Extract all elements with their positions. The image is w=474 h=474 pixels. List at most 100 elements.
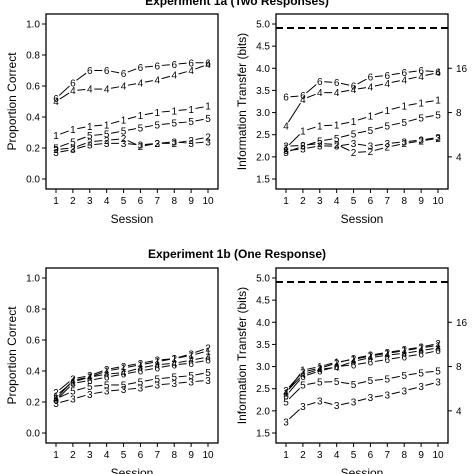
- point-label: 6: [283, 93, 289, 104]
- series-segment: [161, 75, 171, 80]
- point-label: 4: [351, 85, 357, 96]
- point-label: 6: [418, 350, 424, 361]
- point-label: 5: [385, 121, 391, 132]
- point-label: 5: [283, 148, 289, 159]
- point-label: 5: [418, 113, 424, 124]
- series-segment: [161, 141, 170, 144]
- series-segment: [425, 348, 434, 351]
- point-label: 2: [205, 133, 211, 144]
- point-label: 6: [138, 367, 144, 378]
- x-tick-label: 8: [401, 196, 407, 207]
- series-segment: [94, 374, 103, 377]
- point-label: 1: [300, 127, 306, 138]
- point-label: 3: [70, 145, 76, 156]
- point-label: 6: [385, 355, 391, 366]
- series-segment: [340, 359, 350, 363]
- x-tick-label: 9: [418, 196, 424, 207]
- point-label: 1: [188, 351, 194, 362]
- series-segment: [111, 368, 120, 371]
- point-label: 2: [435, 134, 441, 145]
- series-segment: [60, 142, 69, 147]
- point-label: 1: [418, 98, 424, 109]
- x-tick-label: 4: [104, 196, 110, 207]
- point-label: 4: [188, 66, 194, 77]
- series-segment: [391, 353, 400, 356]
- point-label: 4: [121, 368, 127, 379]
- point-label: 3: [385, 390, 391, 401]
- point-label: 2: [87, 371, 93, 382]
- point-label: 3: [138, 140, 144, 151]
- point-label: 4: [205, 353, 211, 364]
- point-label: 1: [334, 358, 340, 369]
- chart-panel-top-left: 1 2 3 4 5 6 7 8 9 100.00.20.40.60.81.0SessionProp…: [5, 13, 219, 226]
- point-label: 4: [188, 356, 194, 367]
- point-label: 1: [368, 351, 374, 362]
- point-label: 2: [138, 359, 144, 370]
- series-segment: [425, 115, 434, 118]
- series-segment: [307, 371, 316, 376]
- y-tick-label: 0.0: [26, 429, 40, 440]
- point-label: 2: [155, 139, 161, 150]
- point-label: 2: [171, 139, 177, 150]
- series-segment: [94, 143, 103, 145]
- series-segment: [290, 95, 299, 98]
- point-label: 5: [155, 120, 161, 131]
- y-tick-label: 5.0: [256, 274, 270, 285]
- x-tick-label: 3: [87, 196, 93, 207]
- point-label: 6: [188, 359, 194, 370]
- point-label: 1: [317, 121, 323, 132]
- point-label: 5: [300, 381, 306, 392]
- series-segment: [144, 362, 153, 365]
- point-label: 6: [87, 376, 93, 387]
- point-label: 3: [188, 377, 194, 388]
- point-label: 3: [188, 139, 194, 150]
- x-tick-label: 3: [317, 196, 323, 207]
- series-segment: [408, 70, 417, 73]
- series-segment: [127, 365, 137, 368]
- point-label: 3: [418, 382, 424, 393]
- point-label: 3: [334, 401, 340, 412]
- series-segment: [307, 382, 316, 385]
- series-segment: [341, 143, 350, 147]
- x-tick-label: 9: [188, 450, 194, 461]
- series-segment: [195, 141, 204, 144]
- series-segment: [161, 377, 170, 379]
- point-label: 2: [401, 345, 407, 356]
- point-label: 3: [205, 137, 211, 148]
- x-tick-label: 8: [401, 450, 407, 461]
- series-segment: [341, 89, 350, 93]
- y-tick-label: 4.0: [256, 64, 270, 75]
- point-label: 5: [351, 380, 357, 391]
- series-segment: [307, 126, 316, 131]
- series-segment: [111, 372, 120, 375]
- series-segment: [357, 356, 367, 360]
- series-segment: [425, 137, 434, 140]
- series-segment: [77, 394, 86, 399]
- series-segment: [94, 377, 103, 380]
- x-tick-label: 2: [70, 450, 76, 461]
- series-segment: [127, 143, 137, 145]
- point-label: 5: [155, 374, 161, 385]
- x-axis-title: Session: [341, 466, 384, 474]
- x-tick-label: 10: [202, 450, 214, 461]
- x-tick-label: 8: [171, 196, 177, 207]
- x-tick-label: 4: [334, 450, 340, 461]
- series-segment: [127, 128, 137, 131]
- point-label: 2: [70, 144, 76, 155]
- series-segment: [374, 143, 383, 147]
- point-label: 2: [171, 354, 177, 365]
- series-segment: [374, 378, 383, 381]
- point-label: 1: [70, 125, 76, 136]
- point-label: 6: [401, 352, 407, 363]
- y-axis-title: Proportion Correct: [5, 52, 19, 151]
- series-segment: [307, 367, 316, 370]
- point-label: 6: [334, 362, 340, 373]
- y-tick-label: 2.5: [256, 384, 270, 395]
- series-segment: [77, 145, 86, 149]
